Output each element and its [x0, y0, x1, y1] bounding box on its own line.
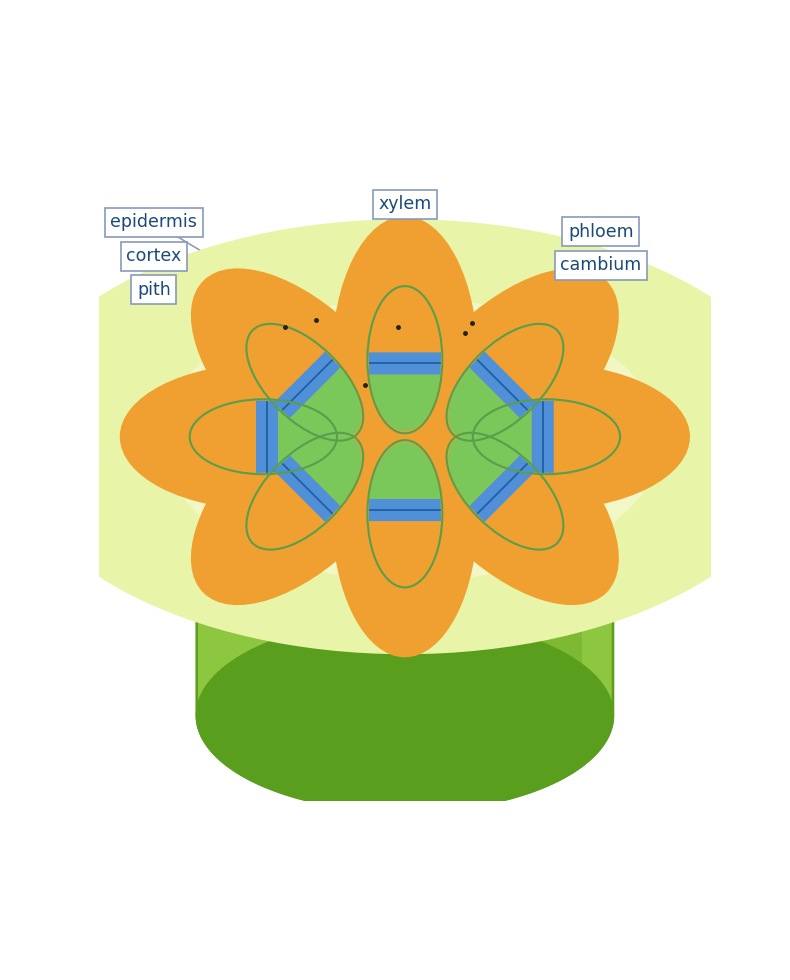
Ellipse shape — [403, 364, 690, 510]
Text: cambium: cambium — [560, 257, 641, 274]
Ellipse shape — [391, 377, 619, 605]
Text: phloem: phloem — [568, 222, 634, 241]
Polygon shape — [290, 368, 362, 439]
Polygon shape — [256, 401, 278, 473]
Polygon shape — [274, 456, 340, 522]
Polygon shape — [360, 437, 394, 715]
Polygon shape — [448, 368, 520, 439]
Polygon shape — [469, 456, 536, 522]
Polygon shape — [369, 374, 441, 431]
Polygon shape — [469, 352, 536, 417]
Polygon shape — [290, 434, 362, 507]
Ellipse shape — [6, 220, 790, 655]
Polygon shape — [277, 401, 335, 472]
Ellipse shape — [191, 269, 419, 496]
Ellipse shape — [197, 619, 613, 811]
Ellipse shape — [367, 440, 442, 587]
Ellipse shape — [446, 323, 563, 441]
Text: epidermis: epidermis — [111, 214, 198, 231]
Polygon shape — [448, 434, 520, 507]
Text: pith: pith — [137, 281, 171, 299]
Polygon shape — [369, 442, 441, 500]
Polygon shape — [475, 401, 532, 472]
Ellipse shape — [332, 370, 478, 658]
Ellipse shape — [120, 364, 407, 510]
Ellipse shape — [161, 298, 660, 581]
Ellipse shape — [190, 399, 337, 474]
Ellipse shape — [391, 269, 619, 496]
Text: xylem: xylem — [378, 195, 431, 213]
Ellipse shape — [446, 433, 563, 550]
Polygon shape — [369, 499, 441, 521]
Polygon shape — [521, 437, 582, 715]
Ellipse shape — [332, 217, 478, 504]
Ellipse shape — [187, 318, 623, 556]
Ellipse shape — [472, 399, 620, 474]
Polygon shape — [274, 352, 340, 417]
Ellipse shape — [246, 323, 363, 441]
Ellipse shape — [246, 433, 363, 550]
Ellipse shape — [367, 286, 442, 433]
Polygon shape — [369, 353, 441, 374]
Ellipse shape — [191, 377, 419, 605]
Polygon shape — [532, 401, 554, 473]
Polygon shape — [197, 323, 613, 811]
Text: cortex: cortex — [126, 247, 182, 266]
